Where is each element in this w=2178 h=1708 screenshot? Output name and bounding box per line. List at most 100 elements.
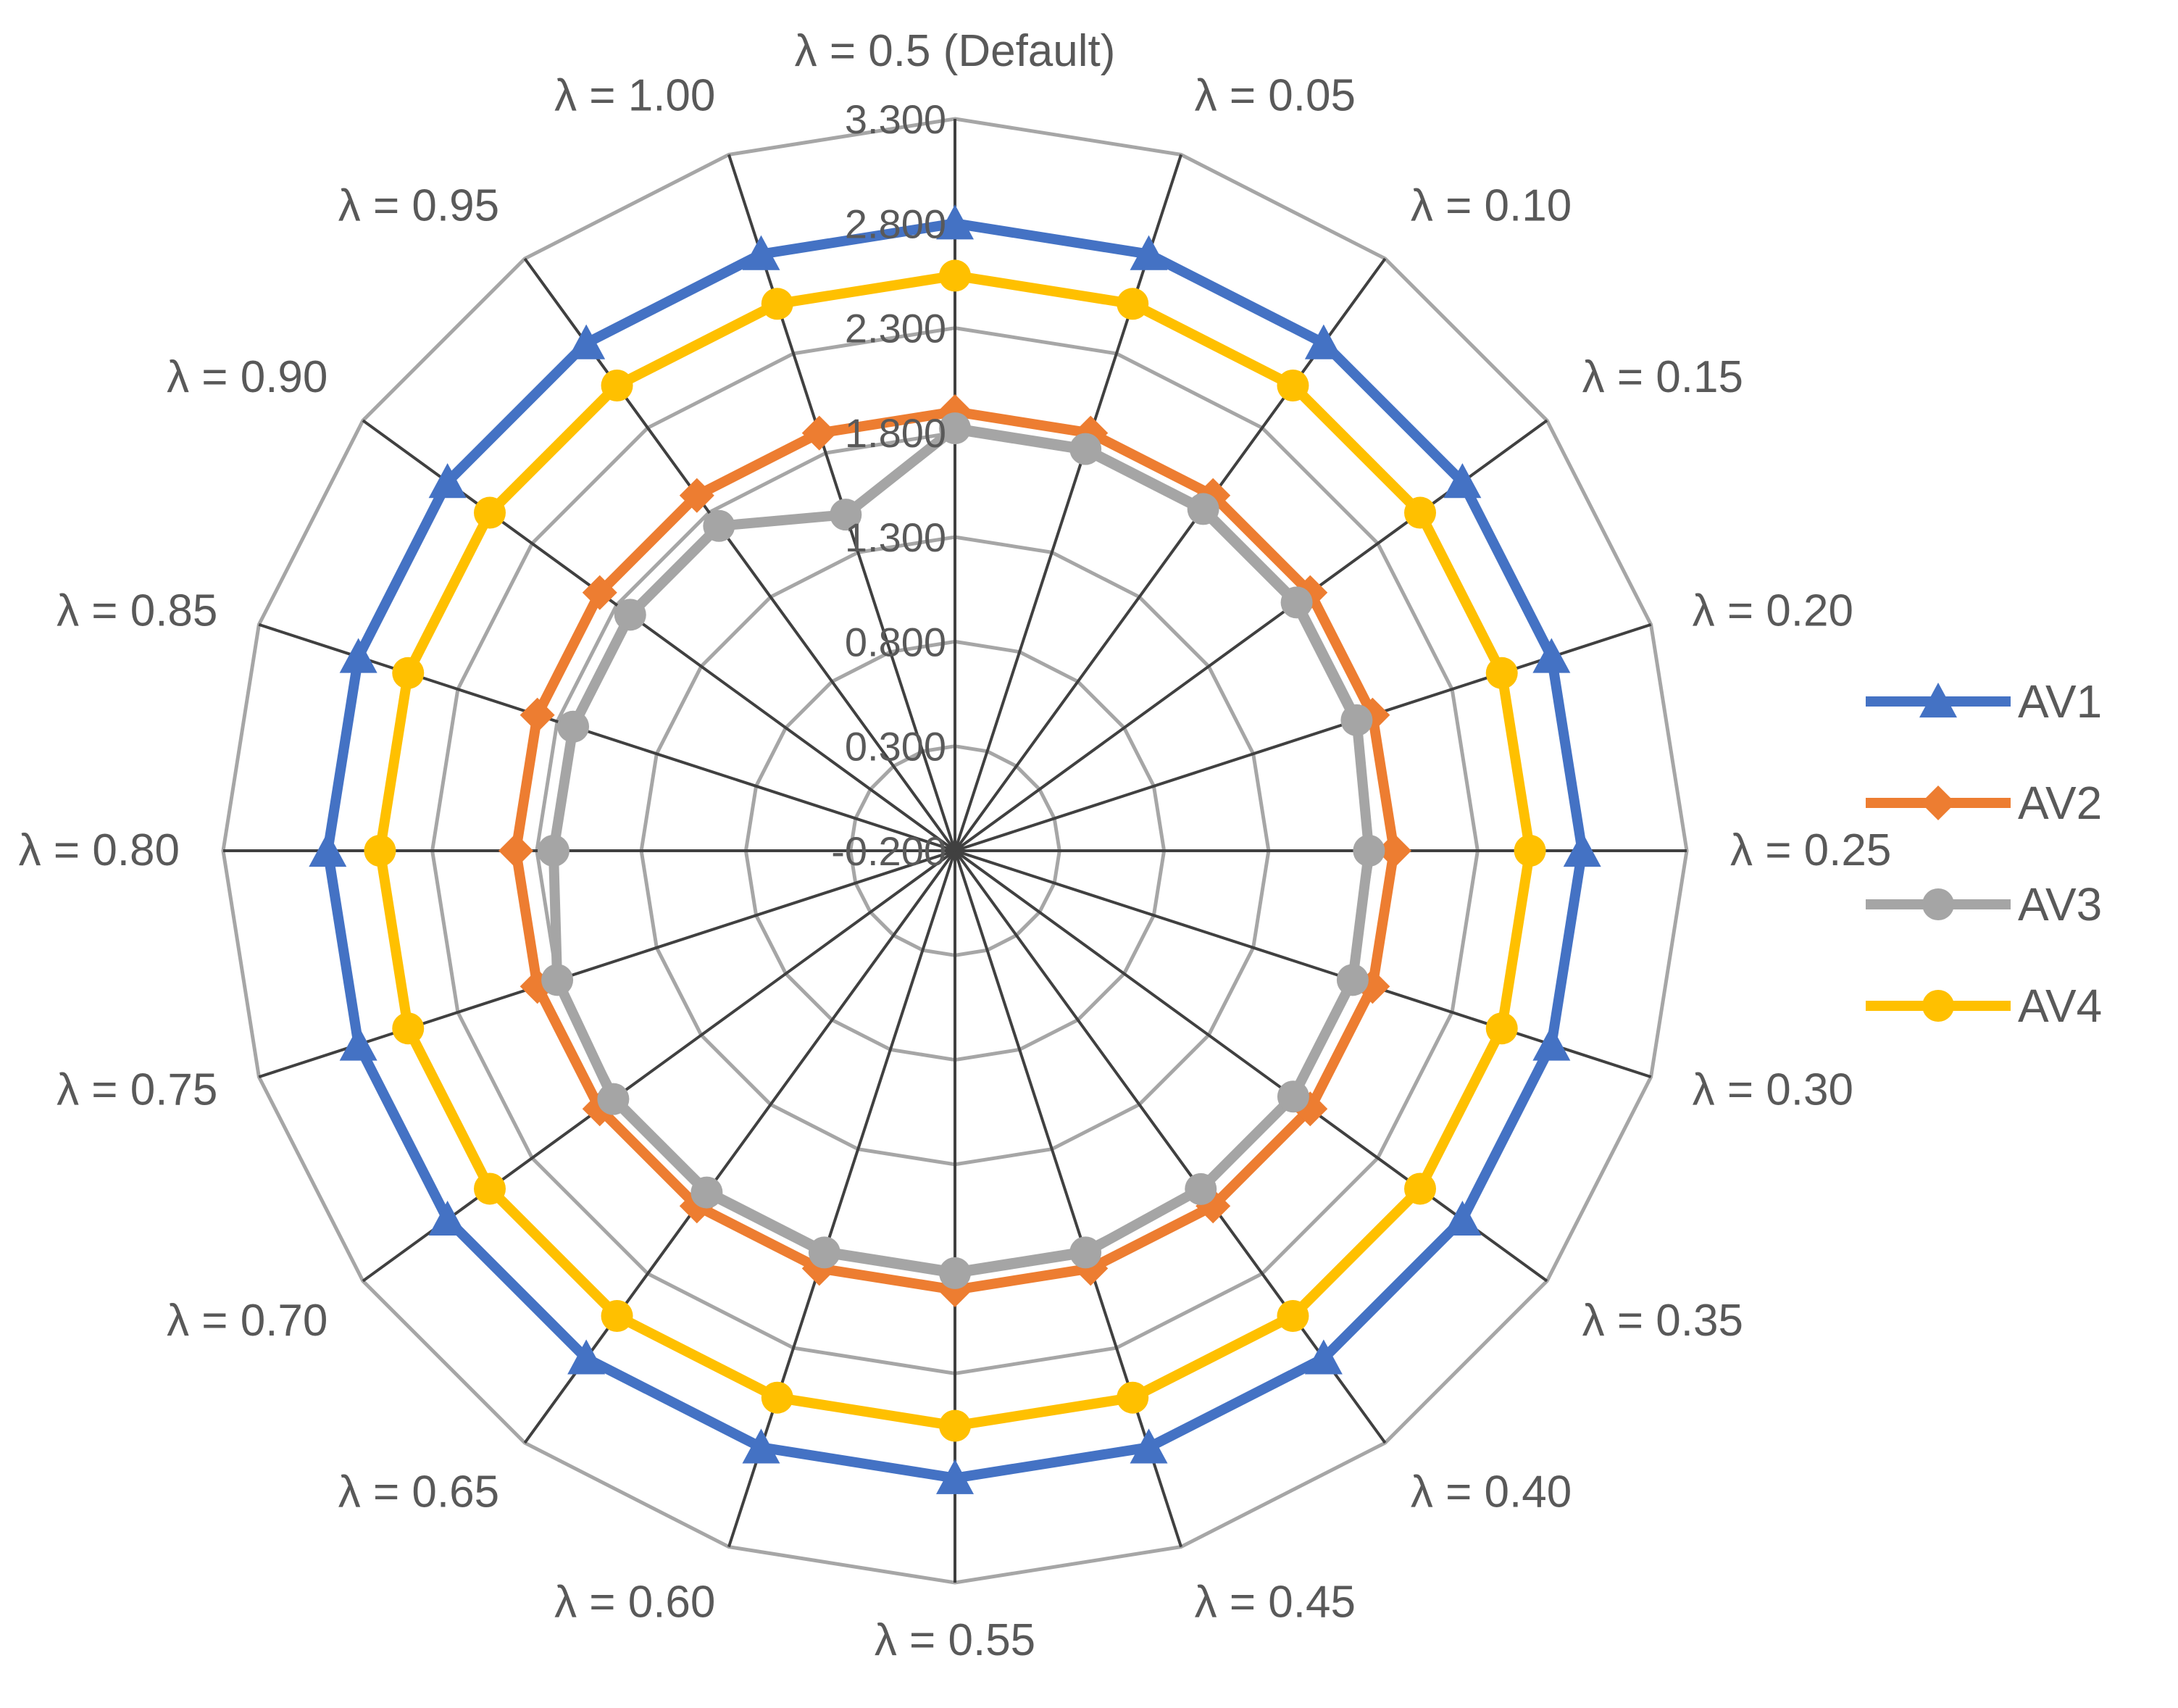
point-av4-marker [601,1300,633,1333]
point-av4-marker [601,369,633,401]
point-av3-marker [1277,1080,1309,1113]
point-av4-marker [761,288,793,320]
series-av4 [364,259,1546,1442]
spoke-layer [223,119,1687,1583]
point-av1-marker [742,235,780,270]
category-label: λ = 0.70 [167,1296,327,1346]
point-av1-marker [339,1025,377,1061]
point-av2-marker [498,833,533,868]
legend-av3-marker [1922,888,1954,920]
category-label: λ = 0.30 [1693,1065,1853,1115]
point-av4-marker [1485,1012,1518,1045]
category-label: λ = 0.25 [1730,825,1891,875]
point-av1-marker [1304,324,1343,359]
point-av3-marker [1187,493,1219,525]
category-label: λ = 0.05 [1195,70,1356,120]
point-av3-marker [1280,586,1313,619]
point-av1-marker [428,1200,467,1236]
legend-item-av3: AV3 [1866,878,2102,930]
point-av3-marker [1069,1236,1102,1269]
r-tick-label: 3.300 [845,96,946,142]
legend-item-av4: AV4 [1866,980,2102,1032]
point-av1-marker [1532,1025,1571,1061]
point-av3-marker [703,509,735,542]
category-label: λ = 0.15 [1582,352,1743,402]
series-av3 [537,412,1385,1289]
category-label: λ = 0.80 [19,825,180,875]
point-av3-marker [537,835,569,867]
point-av1-marker [1532,638,1571,673]
point-av1-marker [1130,1428,1168,1464]
spoke-line [954,154,1183,851]
point-av2-marker [801,415,837,451]
point-av2-marker [1377,833,1411,868]
r-tick-label: 0.800 [845,619,946,665]
point-av4-marker [1117,1381,1149,1414]
spoke-line [258,622,956,852]
spoke-line [954,622,1652,852]
point-av4-marker [761,1381,793,1414]
point-av1-marker [1443,463,1482,499]
series-av1 [309,204,1601,1494]
spoke-line [954,849,1548,1283]
point-av1-marker [567,1339,606,1375]
legend-av1-marker [1919,683,1957,718]
point-av1-marker [428,463,467,499]
point-av3-marker [1336,964,1369,996]
point-av3-marker [541,964,574,996]
point-av2-marker [582,575,617,610]
point-av4-marker [1514,835,1546,867]
point-av2-marker [520,697,555,733]
spoke-line [954,850,1183,1548]
spoke-line [954,849,1387,1444]
point-av4-marker [939,1409,971,1442]
spoke-line [727,850,956,1548]
legend: AV1 AV2 AV3 AV4 [1866,675,2102,1032]
point-av1-marker [936,1459,974,1494]
series-layer [309,204,1601,1494]
spoke-line [523,849,956,1444]
category-label: λ = 0.85 [57,586,217,636]
legend-item-av1: AV1 [1866,675,2102,728]
category-label: λ = 0.55 [875,1615,1035,1665]
point-av4-marker [392,1012,425,1045]
spoke-line [258,849,956,1079]
point-av3-marker [939,1257,971,1289]
category-label: λ = 0.90 [167,352,327,402]
point-av1-marker [1304,1339,1343,1375]
category-label: λ = 0.40 [1411,1467,1572,1517]
category-label: λ = 0.35 [1582,1296,1743,1346]
category-label: λ = 0.20 [1693,586,1853,636]
point-av3-marker [1353,835,1385,867]
legend-item-av2: AV2 [1866,777,2102,829]
point-av4-marker [1404,1172,1437,1205]
legend-label: AV3 [2018,878,2102,930]
legend-label: AV1 [2018,675,2102,728]
category-label: λ = 0.75 [57,1065,217,1115]
point-av3-marker [597,1083,630,1115]
point-av3-marker [830,499,862,531]
category-label: λ = 0.5 (Default) [795,26,1116,76]
point-av3-marker [808,1236,840,1269]
point-av4-marker [939,259,971,292]
point-av3-marker [1340,704,1373,736]
category-label: λ = 1.00 [554,70,715,120]
category-label: λ = 0.45 [1195,1578,1356,1628]
r-tick-label: 1.300 [845,515,946,560]
point-av4-marker [1277,1300,1309,1333]
spoke-line [954,849,1652,1079]
point-av3-marker [557,710,590,743]
category-label: λ = 0.10 [1411,180,1572,230]
point-av1-marker [309,832,347,867]
point-av2-marker [679,478,714,513]
point-av1-marker [936,204,974,240]
point-av3-marker [690,1176,723,1209]
point-av3-marker [614,599,646,631]
legend-av4-marker [1922,990,1954,1022]
point-av4-marker [473,1172,506,1205]
point-av4-marker [473,496,506,529]
point-av3-marker [1185,1172,1217,1205]
r-tick-label: -0.200 [831,828,946,874]
